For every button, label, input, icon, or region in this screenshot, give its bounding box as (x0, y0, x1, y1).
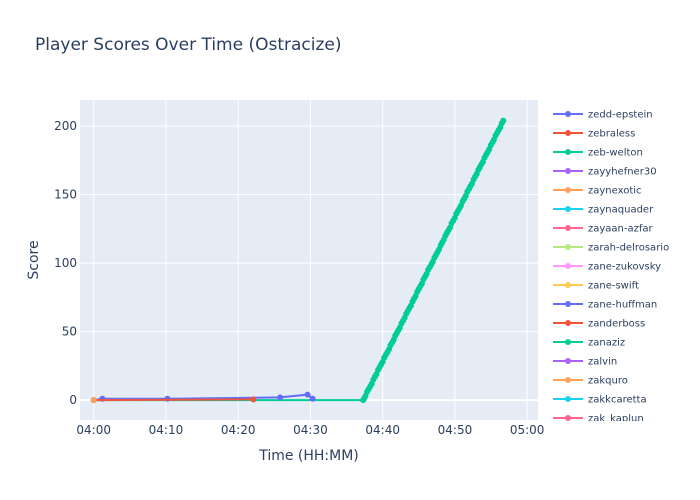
x-tick-label: 04:40 (365, 423, 400, 437)
legend-swatch-marker (565, 396, 571, 402)
data-point (304, 391, 311, 398)
legend-label: zanderboss (588, 319, 645, 330)
x-tick-label: 04:00 (76, 423, 111, 437)
legend-item[interactable]: zanderboss (553, 319, 645, 330)
data-point (500, 117, 507, 124)
grid (80, 100, 538, 420)
x-axis-title: Time (HH:MM) (258, 448, 359, 464)
legend-clip (548, 421, 688, 461)
legend-swatch-marker (565, 282, 571, 288)
x-tick-label: 05:00 (510, 423, 545, 437)
legend-swatch-marker (565, 415, 571, 421)
legend-swatch-marker (565, 225, 571, 231)
x-tick-label: 04:10 (149, 423, 184, 437)
legend-item[interactable]: zaynexotic (553, 186, 642, 197)
legend-item[interactable]: zak_kaplun (553, 414, 644, 425)
legend-swatch-marker (565, 168, 571, 174)
legend-item[interactable]: zaynaquader (553, 205, 654, 216)
legend-item[interactable]: zeb-welton (553, 148, 643, 159)
legend-label: zane-huffman (588, 300, 657, 311)
legend-label: zedd-epstein (588, 110, 653, 121)
legend-swatch-marker (565, 130, 571, 136)
y-tick-label: 200 (54, 119, 77, 133)
axis-ticks: 04:00 04:10 04:20 04:30 04:40 04:50 05:00 0 50 10… (54, 119, 544, 437)
legend-swatch-marker (565, 320, 571, 326)
series-zaynexotic (90, 397, 97, 404)
legend-swatch-marker (565, 301, 571, 307)
legend-item[interactable]: zayyhefner30 (553, 167, 657, 178)
legend-item[interactable]: zalvin (553, 357, 617, 368)
legend-item[interactable]: zane-swift (553, 281, 639, 292)
legend-label: zayyhefner30 (588, 167, 657, 178)
data-point (250, 396, 257, 403)
legend-item[interactable]: zanaziz (553, 338, 625, 349)
legend-label: zanaziz (588, 338, 625, 349)
series-zeb-welton (90, 117, 507, 404)
legend-label: zaynaquader (588, 205, 654, 216)
legend-label: zakkcaretta (588, 395, 647, 406)
legend-swatch-marker (565, 244, 571, 250)
legend-item[interactable]: zedd-epstein (553, 110, 653, 121)
data-point (277, 394, 284, 401)
data-point (309, 395, 316, 402)
legend-swatch-marker (565, 206, 571, 212)
series-lines (90, 117, 507, 404)
legend-swatch-marker (565, 377, 571, 383)
legend-label: zeb-welton (588, 148, 643, 159)
series-line (93, 398, 254, 402)
legend-item[interactable]: zayaan-azfar (553, 224, 654, 235)
x-tick-label: 04:20 (221, 423, 256, 437)
legend-label: zakquro (588, 376, 628, 387)
legend-item[interactable]: zane-zukovsky (553, 262, 661, 273)
legend-label: zarah-delrosario (588, 243, 669, 254)
x-tick-label: 04:50 (438, 423, 473, 437)
plot-area (80, 100, 538, 420)
legend[interactable]: zedd-epstein zebraless zeb-welton zayyhefne… (548, 110, 688, 462)
legend-label: zane-swift (588, 281, 639, 292)
y-axis-title: Score (26, 240, 42, 279)
legend-item[interactable]: zakkcaretta (553, 395, 647, 406)
legend-swatch-marker (565, 149, 571, 155)
y-tick-label: 100 (54, 256, 77, 270)
chart-title: Player Scores Over Time (Ostracize) (35, 35, 342, 55)
y-tick-label: 0 (69, 393, 77, 407)
x-tick-label: 04:30 (293, 423, 328, 437)
legend-item[interactable]: zarah-delrosario (553, 243, 669, 254)
legend-label: zaynexotic (588, 186, 642, 197)
data-point (90, 397, 97, 404)
y-tick-label: 150 (54, 188, 77, 202)
legend-label: zayaan-azfar (588, 224, 654, 235)
legend-swatch-marker (565, 358, 571, 364)
y-tick-label: 50 (62, 325, 77, 339)
legend-label: zalvin (588, 357, 617, 368)
legend-swatch-marker (565, 187, 571, 193)
legend-item[interactable]: zane-huffman (553, 300, 657, 311)
legend-label: zebraless (588, 129, 635, 140)
legend-label: zane-zukovsky (588, 262, 661, 273)
legend-label: zak_kaplun (588, 414, 644, 425)
legend-swatch-marker (565, 111, 571, 117)
legend-item[interactable]: zakquro (553, 376, 628, 387)
legend-swatch-marker (565, 263, 571, 269)
legend-swatch-marker (565, 339, 571, 345)
legend-item[interactable]: zebraless (553, 129, 635, 140)
